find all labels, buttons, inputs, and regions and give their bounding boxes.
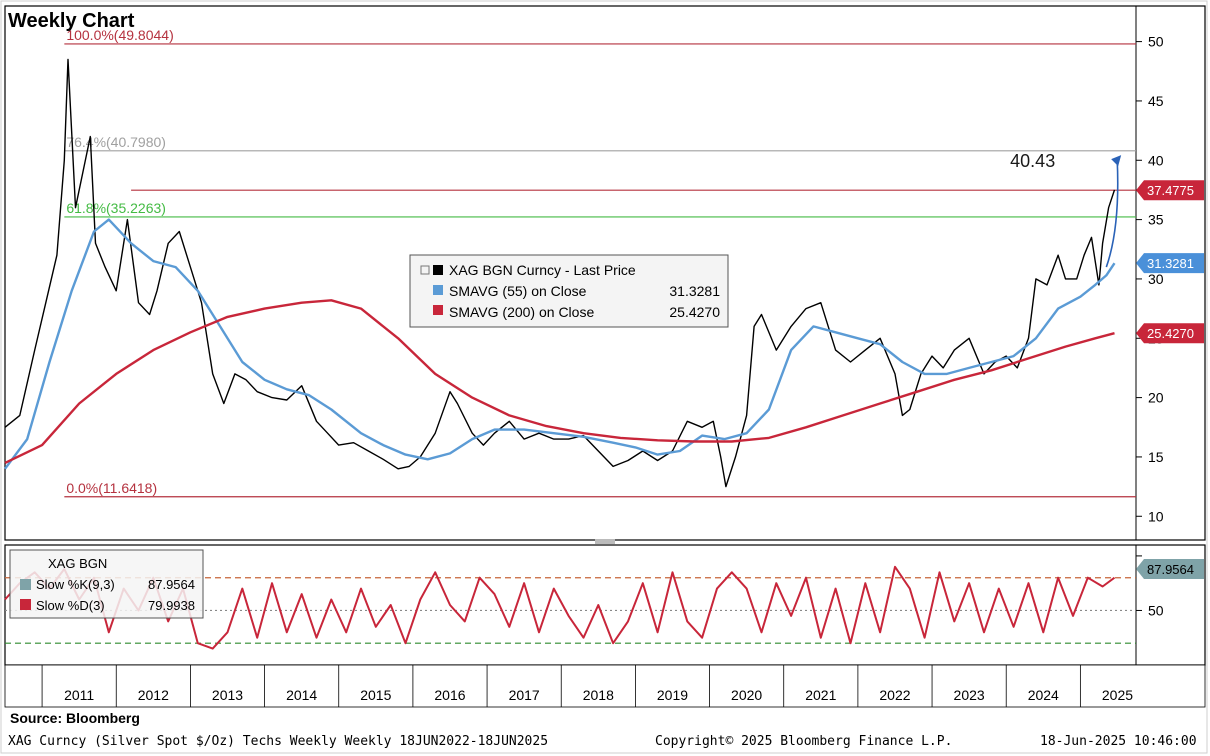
y-tick-label: 45	[1148, 93, 1164, 109]
y-tick-label: 20	[1148, 390, 1164, 406]
stochastic-title: XAG BGN	[48, 556, 107, 571]
x-tick-label-2011: 2011	[64, 687, 94, 703]
legend-value-slowd: 79.9938	[148, 598, 195, 613]
legend-swatch-slowd	[20, 599, 31, 610]
y-tick-label: 50	[1148, 34, 1164, 50]
x-tick-label-2016: 2016	[434, 687, 465, 703]
year-axis-band	[4, 664, 1206, 708]
footer-description: XAG Curncy (Silver Spot $/Oz) Techs Week…	[8, 734, 549, 749]
stochastic-legend: XAG BGN Slow %K(9,3) 87.9564 Slow %D(3) …	[9, 549, 204, 619]
footer-copyright: Copyright© 2025 Bloomberg Finance L.P.	[655, 734, 953, 749]
price-legend: XAG BGN Curncy - Last Price SMAVG (55) o…	[409, 254, 729, 328]
legend-label-sma55: SMAVG (55) on Close	[449, 283, 587, 299]
x-tick-label-2021: 2021	[805, 687, 836, 703]
x-tick-label-2019: 2019	[657, 687, 688, 703]
x-tick-label-2015: 2015	[360, 687, 391, 703]
x-tick-label-2013: 2013	[212, 687, 243, 703]
axis-tag-label-2: 25.4270	[1147, 326, 1194, 341]
legend-value-slowk: 87.9564	[148, 577, 195, 592]
legend-label-slowd: Slow %D(3)	[36, 598, 105, 613]
x-tick-label-2018: 2018	[583, 687, 614, 703]
stoch-axis-tag-label-0: 87.9564	[1147, 562, 1194, 577]
x-tick-label-2012: 2012	[138, 687, 169, 703]
page-title: Weekly Chart	[8, 10, 135, 32]
fib-label-3: 0.0%(11.6418)	[66, 480, 157, 496]
axis-tag-2	[1136, 323, 1204, 344]
annotation-arrowhead	[1111, 155, 1122, 167]
annotation-label: 40.43	[1010, 151, 1055, 171]
series-line-last-price	[4, 58, 1116, 488]
footer-timestamp: 18-Jun-2025 10:46:00	[1040, 734, 1197, 749]
axis-tag-label-0: 37.4775	[1147, 183, 1194, 198]
fib-label-0: 100.0%(49.8044)	[66, 27, 173, 43]
y-tick-label: 15	[1148, 449, 1164, 465]
legend-label-price: XAG BGN Curncy - Last Price	[449, 262, 636, 278]
fib-label-1: 76.4%(40.7980)	[66, 134, 166, 150]
y-tick-label: 40	[1148, 152, 1164, 168]
x-tick-label-2014: 2014	[286, 687, 317, 703]
x-tick-label-2024: 2024	[1028, 687, 1059, 703]
series-line-sma55	[4, 218, 1116, 470]
x-tick-label-2025: 2025	[1102, 687, 1133, 703]
axis-tag-1	[1136, 253, 1204, 274]
legend-value-sma55: 31.3281	[669, 283, 720, 299]
y-tick-label: 30	[1148, 271, 1164, 287]
stoch-axis-tag-0	[1136, 559, 1204, 580]
legend-swatch-price	[433, 265, 443, 275]
stoch-y-tick-label: 50	[1148, 602, 1164, 618]
axis-tag-0	[1136, 180, 1204, 201]
x-tick-label-2022: 2022	[879, 687, 910, 703]
x-tick-label-2017: 2017	[509, 687, 540, 703]
annotation-arrow	[1105, 159, 1119, 268]
legend-label-slowk: Slow %K(9,3)	[36, 577, 115, 592]
x-tick-label-2023: 2023	[954, 687, 985, 703]
y-tick-label: 35	[1148, 212, 1164, 228]
fib-label-2: 61.8%(35.2263)	[66, 200, 166, 216]
legend-label-sma200: SMAVG (200) on Close	[449, 304, 594, 320]
legend-swatch-sma55	[433, 285, 443, 295]
x-tick-label-2020: 2020	[731, 687, 762, 703]
axis-tag-label-1: 31.3281	[1147, 256, 1194, 271]
legend-swatch-slowk	[20, 579, 31, 590]
legend-swatch-sma200	[433, 305, 443, 315]
legend-value-sma200: 25.4270	[669, 304, 720, 320]
series-line-sma200	[4, 299, 1115, 464]
y-tick-label: 10	[1148, 508, 1164, 524]
source-label: Source: Bloomberg	[10, 710, 140, 726]
